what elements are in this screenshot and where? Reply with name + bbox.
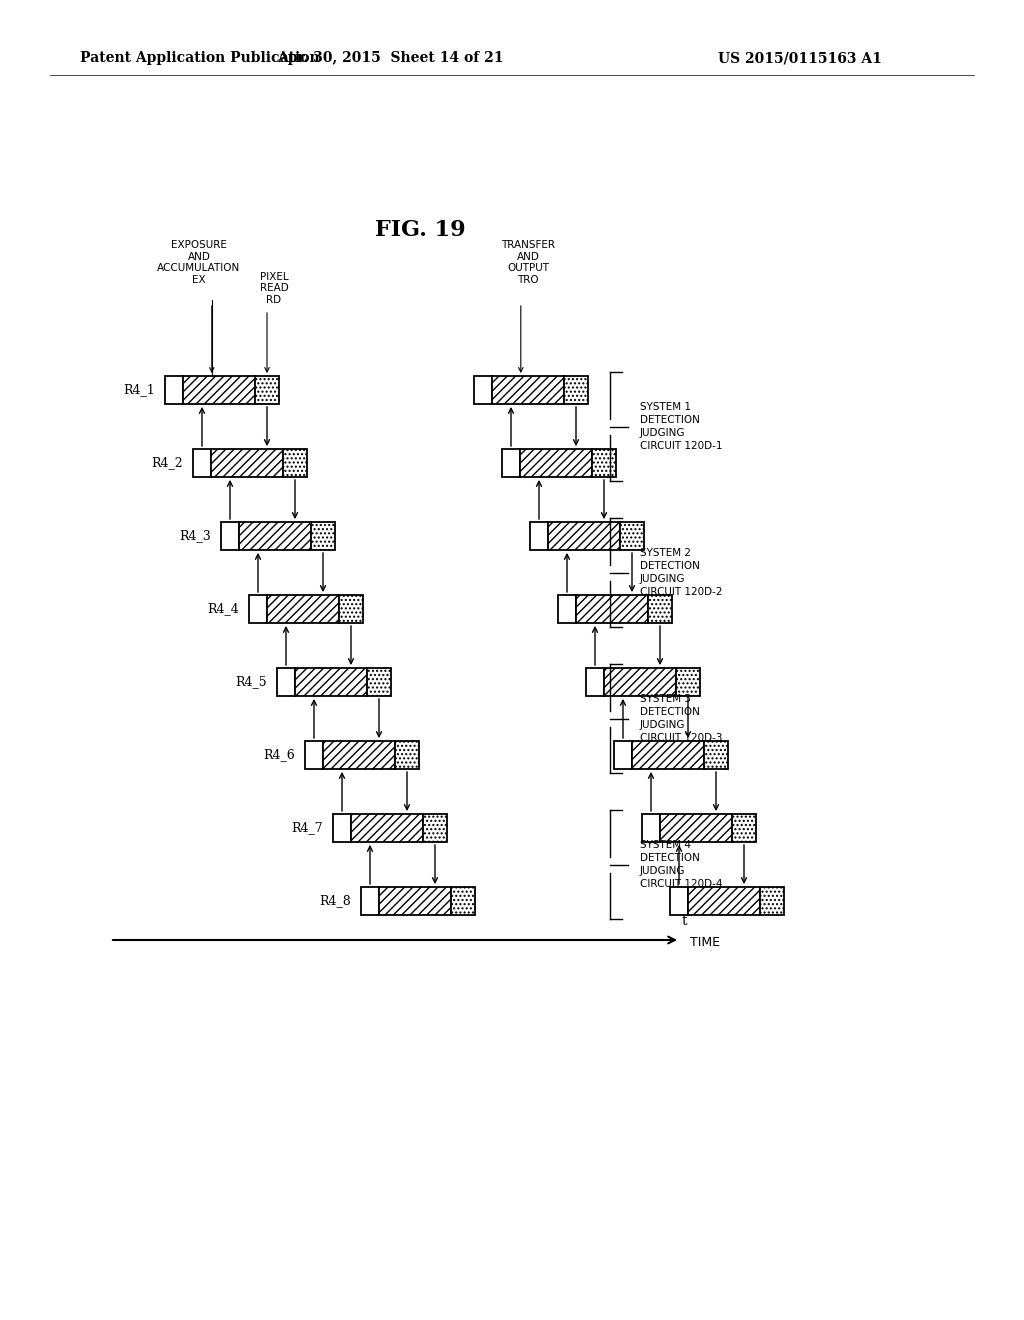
FancyBboxPatch shape bbox=[732, 814, 756, 842]
FancyBboxPatch shape bbox=[255, 376, 279, 404]
FancyBboxPatch shape bbox=[278, 668, 295, 696]
FancyBboxPatch shape bbox=[451, 887, 475, 915]
FancyBboxPatch shape bbox=[604, 668, 676, 696]
FancyBboxPatch shape bbox=[592, 449, 616, 477]
FancyBboxPatch shape bbox=[165, 376, 183, 404]
FancyBboxPatch shape bbox=[642, 814, 660, 842]
FancyBboxPatch shape bbox=[575, 595, 648, 623]
FancyBboxPatch shape bbox=[530, 521, 548, 550]
Text: Patent Application Publication: Patent Application Publication bbox=[80, 51, 319, 65]
FancyBboxPatch shape bbox=[688, 887, 760, 915]
FancyBboxPatch shape bbox=[367, 668, 391, 696]
Text: PIXEL
READ
RD: PIXEL READ RD bbox=[260, 272, 289, 305]
FancyBboxPatch shape bbox=[660, 814, 732, 842]
FancyBboxPatch shape bbox=[333, 814, 351, 842]
FancyBboxPatch shape bbox=[351, 814, 423, 842]
Text: R4_3: R4_3 bbox=[179, 529, 211, 543]
Text: TIME: TIME bbox=[690, 936, 720, 949]
Text: Apr. 30, 2015  Sheet 14 of 21: Apr. 30, 2015 Sheet 14 of 21 bbox=[276, 51, 503, 65]
FancyBboxPatch shape bbox=[283, 449, 307, 477]
FancyBboxPatch shape bbox=[249, 595, 267, 623]
Text: EXPOSURE
AND
ACCUMULATION
EX: EXPOSURE AND ACCUMULATION EX bbox=[158, 240, 241, 285]
FancyBboxPatch shape bbox=[311, 521, 335, 550]
Text: R4_7: R4_7 bbox=[292, 821, 323, 834]
FancyBboxPatch shape bbox=[323, 741, 395, 770]
FancyBboxPatch shape bbox=[620, 521, 644, 550]
Text: TRANSFER
AND
OUTPUT
TRO: TRANSFER AND OUTPUT TRO bbox=[501, 240, 555, 285]
FancyBboxPatch shape bbox=[339, 595, 362, 623]
Text: R4_5: R4_5 bbox=[236, 676, 267, 689]
Text: R4_2: R4_2 bbox=[152, 457, 183, 470]
FancyBboxPatch shape bbox=[614, 741, 632, 770]
FancyBboxPatch shape bbox=[520, 449, 592, 477]
FancyBboxPatch shape bbox=[267, 595, 339, 623]
FancyBboxPatch shape bbox=[423, 814, 447, 842]
Text: SYSTEM 1
DETECTION
JUDGING
CIRCUIT 120D-1: SYSTEM 1 DETECTION JUDGING CIRCUIT 120D-… bbox=[640, 401, 723, 451]
Text: SYSTEM 2
DETECTION
JUDGING
CIRCUIT 120D-2: SYSTEM 2 DETECTION JUDGING CIRCUIT 120D-… bbox=[640, 548, 723, 597]
FancyBboxPatch shape bbox=[670, 887, 688, 915]
FancyBboxPatch shape bbox=[211, 449, 283, 477]
FancyBboxPatch shape bbox=[361, 887, 379, 915]
FancyBboxPatch shape bbox=[239, 521, 311, 550]
FancyBboxPatch shape bbox=[705, 741, 728, 770]
FancyBboxPatch shape bbox=[760, 887, 784, 915]
FancyBboxPatch shape bbox=[305, 741, 323, 770]
FancyBboxPatch shape bbox=[221, 521, 239, 550]
FancyBboxPatch shape bbox=[502, 449, 520, 477]
Text: SYSTEM 4
DETECTION
JUDGING
CIRCUIT 120D-4: SYSTEM 4 DETECTION JUDGING CIRCUIT 120D-… bbox=[640, 840, 723, 890]
Text: R4_8: R4_8 bbox=[319, 895, 351, 908]
FancyBboxPatch shape bbox=[193, 449, 211, 477]
FancyBboxPatch shape bbox=[548, 521, 620, 550]
Text: R4_6: R4_6 bbox=[263, 748, 295, 762]
Text: R4_4: R4_4 bbox=[207, 602, 239, 615]
FancyBboxPatch shape bbox=[586, 668, 604, 696]
FancyBboxPatch shape bbox=[676, 668, 700, 696]
Text: SYSTEM 3
DETECTION
JUDGING
CIRCUIT 120D-3: SYSTEM 3 DETECTION JUDGING CIRCUIT 120D-… bbox=[640, 694, 723, 743]
FancyBboxPatch shape bbox=[183, 376, 255, 404]
FancyBboxPatch shape bbox=[474, 376, 492, 404]
FancyBboxPatch shape bbox=[632, 741, 705, 770]
Text: R4_1: R4_1 bbox=[123, 384, 155, 396]
Text: FIG. 19: FIG. 19 bbox=[375, 219, 465, 242]
FancyBboxPatch shape bbox=[492, 376, 564, 404]
FancyBboxPatch shape bbox=[295, 668, 367, 696]
Text: US 2015/0115163 A1: US 2015/0115163 A1 bbox=[718, 51, 882, 65]
FancyBboxPatch shape bbox=[379, 887, 451, 915]
FancyBboxPatch shape bbox=[395, 741, 419, 770]
FancyBboxPatch shape bbox=[648, 595, 672, 623]
Text: t: t bbox=[682, 913, 687, 928]
FancyBboxPatch shape bbox=[558, 595, 575, 623]
FancyBboxPatch shape bbox=[564, 376, 588, 404]
